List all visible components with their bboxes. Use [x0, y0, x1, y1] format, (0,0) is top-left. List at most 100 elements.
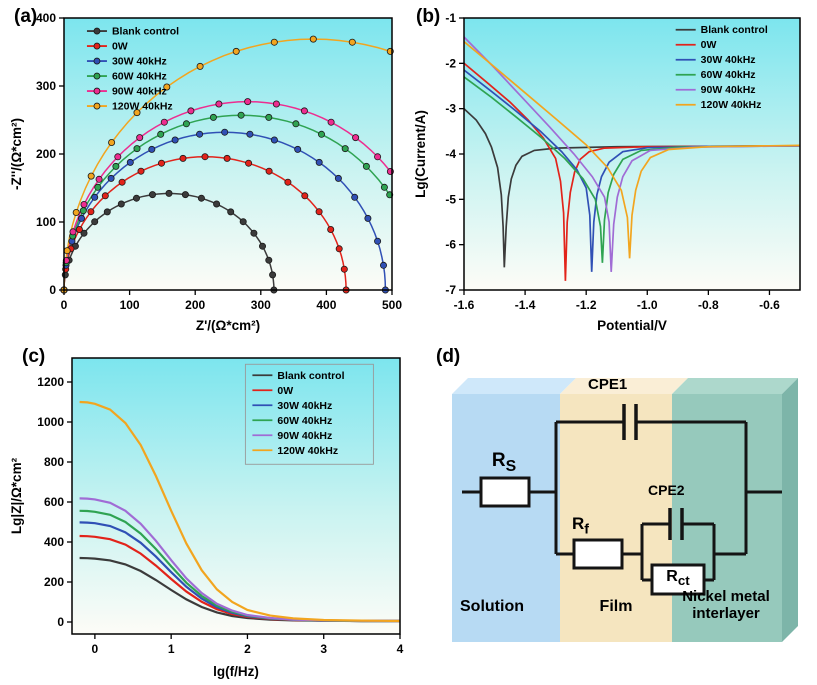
panel-d: (d) CPE1 RS Rf CPE2 Rct Solution Film Ni… [424, 342, 814, 682]
x-tick-label: 300 [251, 298, 271, 312]
x-tick-label: 2 [244, 642, 251, 656]
legend-marker [93, 42, 101, 50]
series-marker [91, 193, 99, 201]
series-marker [315, 208, 323, 216]
x-tick-label: -1.2 [576, 298, 597, 312]
y-tick-label: -3 [445, 102, 456, 116]
series-marker [244, 98, 252, 106]
series-marker [270, 38, 278, 46]
legend-label: 90W 40kHz [112, 86, 167, 98]
x-tick-label: -0.6 [759, 298, 780, 312]
panel-b: (b) -1.6 -1.4 -1.2 -1.0 -0.8 -0.6 -7 -6 -5 -4 -3 -2… [410, 2, 814, 338]
y-tick-label: 300 [36, 79, 56, 93]
legend-marker [93, 27, 101, 35]
series-marker [270, 136, 278, 144]
x-tick-label: 400 [316, 298, 336, 312]
y-tick-label: 400 [36, 11, 56, 25]
cpe1-label: CPE1 [588, 376, 628, 393]
series-marker [187, 107, 195, 115]
series-marker [301, 192, 309, 200]
series-marker [317, 130, 325, 138]
series-marker [148, 191, 156, 199]
series-marker [117, 200, 125, 208]
series-marker [163, 83, 171, 91]
x-tick-label: 1 [168, 642, 175, 656]
series-marker [237, 111, 245, 119]
series-marker [94, 183, 102, 191]
cpe2-label: CPE2 [648, 482, 685, 498]
series-marker [374, 237, 382, 245]
series-marker [137, 167, 145, 175]
series-marker [78, 214, 86, 222]
x-axis-title: lg(f/Hz) [213, 664, 259, 679]
series-marker [239, 218, 247, 226]
series-marker [265, 113, 273, 121]
y-tick-label: 600 [44, 495, 64, 509]
series-marker [80, 229, 88, 237]
capacitor-plates-icon [622, 404, 684, 540]
y-tick-label: 200 [36, 147, 56, 161]
axis-frame [71, 357, 401, 635]
legend-marker [93, 87, 101, 95]
legend-label: 30W 40kHz [112, 56, 167, 68]
series-marker [327, 118, 335, 126]
series-marker [197, 194, 205, 202]
legend-label: 120W 40kHz [701, 99, 762, 111]
series-marker [213, 200, 221, 208]
series-marker [221, 128, 229, 136]
series-marker [300, 107, 308, 115]
rs-resistor-icon [479, 476, 531, 508]
series-marker [364, 214, 372, 222]
series-marker [63, 247, 71, 255]
circuit-wires [462, 404, 782, 582]
series-marker [335, 245, 343, 253]
rct-label: Rct [652, 568, 704, 588]
series-marker [103, 208, 111, 216]
x-tick-label: -0.8 [698, 298, 719, 312]
legend-label: Blank control [701, 24, 768, 36]
rf-label: Rf [572, 514, 589, 537]
legend-marker [93, 102, 101, 110]
series-marker [245, 159, 253, 167]
y-tick-label: -1 [445, 11, 456, 25]
solution-region-label: Solution [460, 598, 524, 615]
series-marker [265, 167, 273, 175]
y-tick-label: -6 [445, 238, 456, 252]
series-marker [340, 265, 348, 273]
series-marker [209, 113, 217, 121]
nyquist-chart: 0 100 200 300 400 500 0 100 200 300 400 Z'/(Ω*cm²) -… [9, 11, 402, 333]
series-marker [61, 271, 69, 279]
series-marker [352, 134, 360, 142]
solution-region [452, 394, 560, 642]
polarization-chart: -1.6 -1.4 -1.2 -1.0 -0.8 -0.6 -7 -6 -5 -4 -3 -2 -1 Po… [413, 11, 801, 333]
series-marker [79, 207, 87, 215]
panel-a: (a) 0 100 200 300 400 500 0 100 200 300 400 Z'/(Ω*c… [6, 2, 408, 338]
series-marker [179, 154, 187, 162]
rf-label-sub: f [584, 521, 589, 538]
y-tick-label: 200 [44, 575, 64, 589]
y-tick-label: 0 [57, 615, 64, 629]
panel-b-label: (b) [416, 6, 441, 27]
rs-label: RS [479, 450, 529, 476]
series-layer [464, 36, 800, 281]
rct-label-main: R [666, 568, 678, 585]
series-marker [196, 62, 204, 70]
series-marker [75, 225, 83, 233]
series-marker [348, 38, 356, 46]
series-marker [181, 191, 189, 199]
series-marker [157, 159, 165, 167]
y-tick-label: 400 [44, 535, 64, 549]
series-marker [265, 256, 273, 264]
y-axis-title: Lg(Current/A) [413, 110, 428, 198]
panel-d-label: (d) [436, 346, 461, 367]
series-marker [250, 229, 258, 237]
series-marker [327, 225, 335, 233]
plot-background [72, 358, 400, 634]
y-tick-label: 800 [44, 455, 64, 469]
box-side-face [782, 378, 798, 642]
series-marker [171, 136, 179, 144]
y-tick-label: -4 [445, 147, 456, 161]
series-marker [133, 194, 141, 202]
legend-label: 0W [112, 41, 128, 53]
